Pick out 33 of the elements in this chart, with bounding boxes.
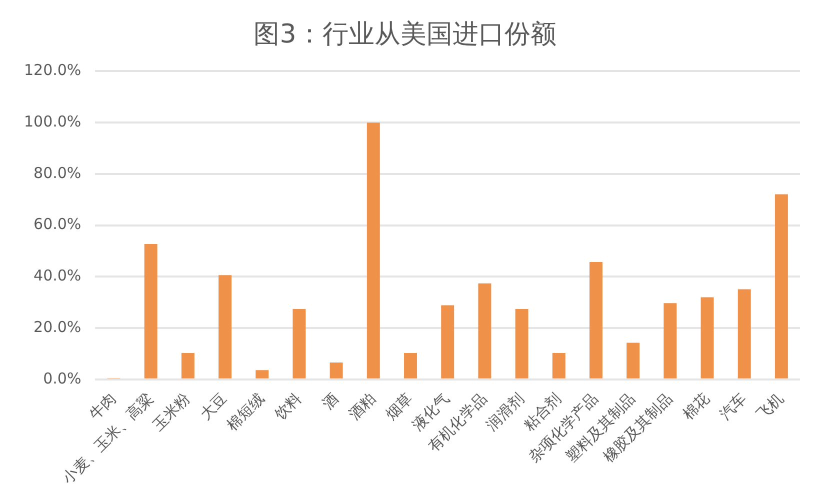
bar bbox=[774, 194, 788, 378]
y-tick-label: 20.0% bbox=[34, 318, 82, 336]
chart-title: 图3：行业从美国进口份额 bbox=[254, 19, 556, 50]
bar bbox=[366, 122, 380, 378]
x-tick-label: 棉花 bbox=[678, 390, 713, 424]
bar bbox=[144, 244, 158, 378]
bar bbox=[738, 289, 751, 378]
bar bbox=[478, 283, 492, 378]
y-tick-label: 40.0% bbox=[34, 266, 82, 285]
bar bbox=[441, 305, 454, 378]
bar bbox=[218, 275, 232, 378]
y-tick-label: 60.0% bbox=[34, 215, 82, 234]
bar bbox=[700, 297, 714, 378]
bar bbox=[589, 262, 602, 378]
bar bbox=[515, 309, 528, 378]
y-tick-label: 100.0% bbox=[24, 112, 82, 130]
y-tick-label: 80.0% bbox=[34, 164, 82, 182]
bar bbox=[292, 309, 306, 378]
bar bbox=[330, 362, 343, 378]
bar bbox=[626, 342, 640, 378]
bar bbox=[552, 352, 566, 378]
x-tick-label: 牛肉 bbox=[85, 390, 120, 424]
x-tick-label: 酒粕 bbox=[345, 390, 379, 424]
y-tick-label: 0.0% bbox=[43, 369, 82, 388]
bar bbox=[256, 370, 269, 378]
x-tick-label: 汽车 bbox=[716, 390, 750, 424]
bar bbox=[404, 352, 417, 378]
bar bbox=[181, 352, 194, 378]
bar bbox=[664, 303, 677, 378]
x-tick-label: 飞机 bbox=[753, 390, 788, 424]
x-tick-label: 酒 bbox=[318, 390, 342, 413]
y-tick-label: 120.0% bbox=[24, 61, 82, 80]
x-tick-label: 饮料 bbox=[270, 390, 305, 424]
